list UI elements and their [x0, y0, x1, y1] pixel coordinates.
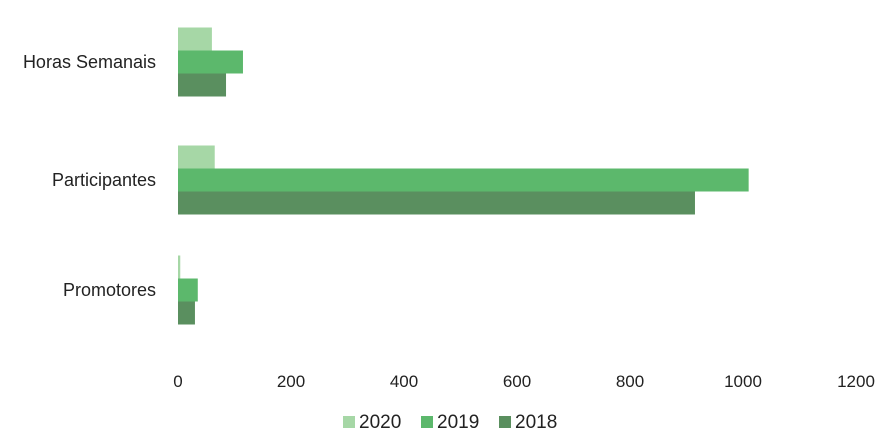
bar-participantes-2019: [178, 168, 749, 192]
legend-swatch-2018: [499, 416, 511, 428]
legend-swatch-2020: [343, 416, 355, 428]
bar-promotores-2020: [178, 255, 181, 279]
legend-swatch-2019: [421, 416, 433, 428]
legend: 2020 2019 2018: [343, 412, 557, 433]
bar-promotores-2018: [178, 301, 195, 325]
bar-horas-semanais-2020: [178, 27, 212, 51]
bar-promotores-2019: [178, 278, 198, 302]
x-tick-label-800: 800: [616, 372, 644, 391]
bars-group: [178, 27, 749, 325]
category-label-participantes: Participantes: [52, 170, 156, 190]
x-tick-label-0: 0: [173, 372, 182, 391]
bar-horas-semanais-2018: [178, 73, 227, 97]
legend-label-2018: 2018: [515, 412, 557, 433]
x-tick-label-1200: 1200: [837, 372, 875, 391]
bar-participantes-2020: [178, 145, 215, 169]
x-tick-label-200: 200: [277, 372, 305, 391]
bar-participantes-2018: [178, 191, 695, 215]
x-axis-ticks: 0 200 400 600 800 1000 1200: [173, 372, 875, 391]
category-label-horas-semanais: Horas Semanais: [23, 52, 156, 72]
category-label-promotores: Promotores: [63, 280, 156, 300]
x-tick-label-600: 600: [503, 372, 531, 391]
legend-label-2019: 2019: [437, 412, 479, 433]
bar-horas-semanais-2019: [178, 50, 243, 74]
category-labels: Horas Semanais Participantes Promotores: [23, 52, 156, 300]
legend-label-2020: 2020: [359, 412, 401, 433]
x-tick-label-400: 400: [390, 372, 418, 391]
x-tick-label-1000: 1000: [724, 372, 762, 391]
